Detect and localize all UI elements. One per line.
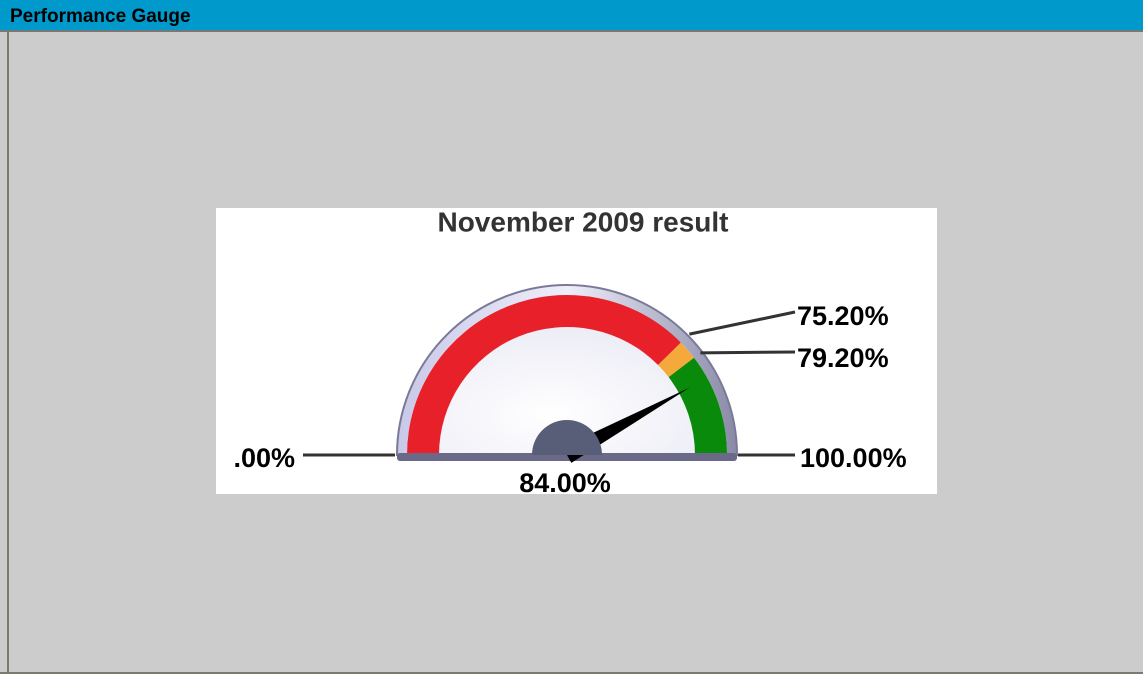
tick-leader xyxy=(689,310,796,336)
tick-label: 100.00% xyxy=(800,443,907,473)
gauge-band xyxy=(658,342,695,378)
tick-leader xyxy=(700,350,796,355)
gauge-band xyxy=(668,357,727,455)
gauge-band xyxy=(407,294,681,455)
panel-header xyxy=(0,0,1143,31)
tick-label: 75.20% xyxy=(797,301,889,331)
chart-title: November 2009 result xyxy=(437,206,728,237)
tick-label: 79.20% xyxy=(797,343,889,373)
gauge-base xyxy=(397,453,737,461)
value-label: 84.00% xyxy=(519,468,611,498)
gauge-hub xyxy=(532,420,602,455)
tick-label: .00% xyxy=(233,443,295,473)
panel-title: Performance Gauge xyxy=(10,6,191,27)
